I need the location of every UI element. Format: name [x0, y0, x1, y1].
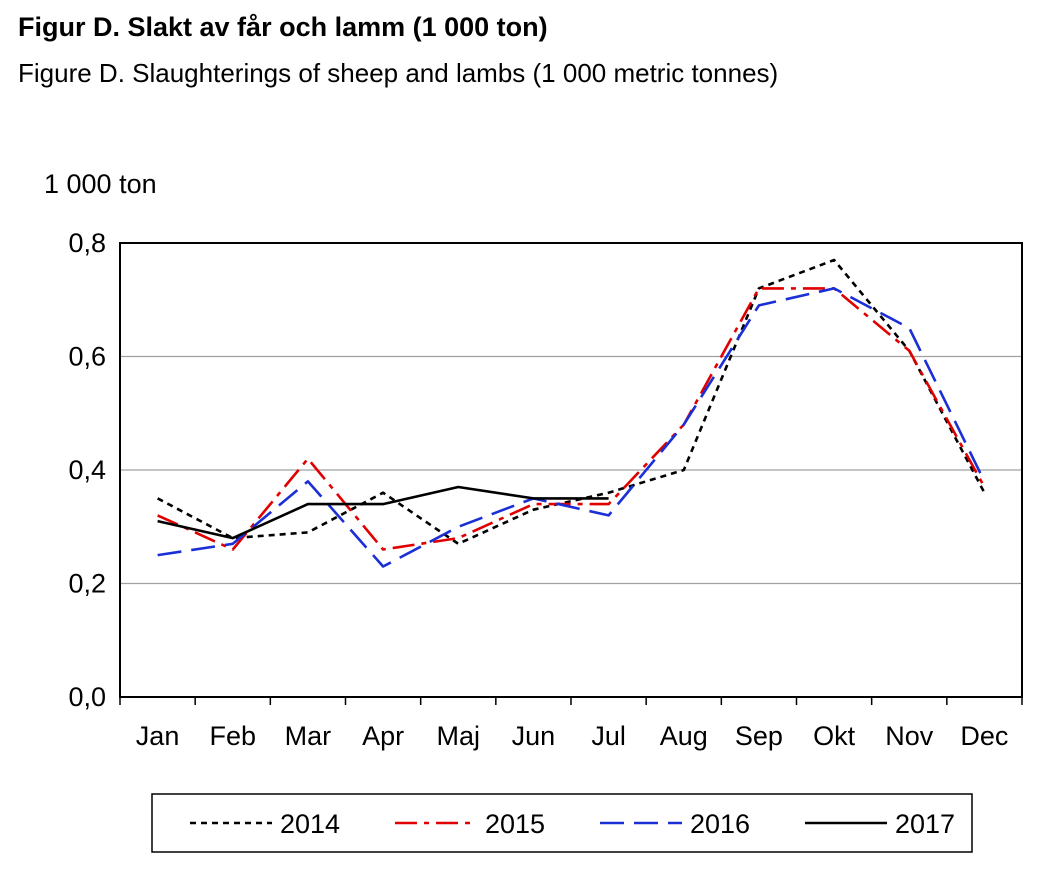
legend-label-2014: 2014	[280, 809, 340, 839]
x-tick-label: Nov	[885, 721, 934, 751]
x-tick-label: Apr	[362, 721, 404, 751]
x-tick-label: Feb	[209, 721, 256, 751]
x-tick-label: Mar	[285, 721, 332, 751]
series-line-2015	[157, 287, 986, 551]
legend-label-2017: 2017	[895, 809, 955, 839]
x-tick-label: Jun	[512, 721, 556, 751]
y-tick-label: 0,4	[68, 455, 106, 485]
x-tick-label: Jul	[591, 721, 626, 751]
legend-label-2015: 2015	[485, 809, 545, 839]
chart-subtitle: Figure D. Slaughterings of sheep and lam…	[18, 58, 779, 88]
y-axis-label: 1 000 ton	[44, 169, 157, 199]
x-tick-label: Jan	[136, 721, 180, 751]
y-tick-label: 0,0	[68, 682, 106, 712]
y-tick-label: 0,2	[68, 569, 106, 599]
x-tick-label: Okt	[813, 721, 856, 751]
legend-label-2016: 2016	[690, 809, 750, 839]
y-tick-label: 0,6	[68, 342, 106, 372]
x-tick-label: Aug	[660, 721, 708, 751]
y-tick-label: 0,8	[68, 228, 106, 258]
series-line-2017	[157, 485, 609, 540]
x-tick-label: Maj	[436, 721, 480, 751]
x-tick-label: Dec	[960, 721, 1008, 751]
series-line-2016	[157, 287, 986, 568]
chart-title: Figur D. Slakt av får och lamm (1 000 to…	[18, 12, 548, 42]
x-tick-label: Sep	[735, 721, 783, 751]
series-line-2014	[156, 258, 986, 546]
